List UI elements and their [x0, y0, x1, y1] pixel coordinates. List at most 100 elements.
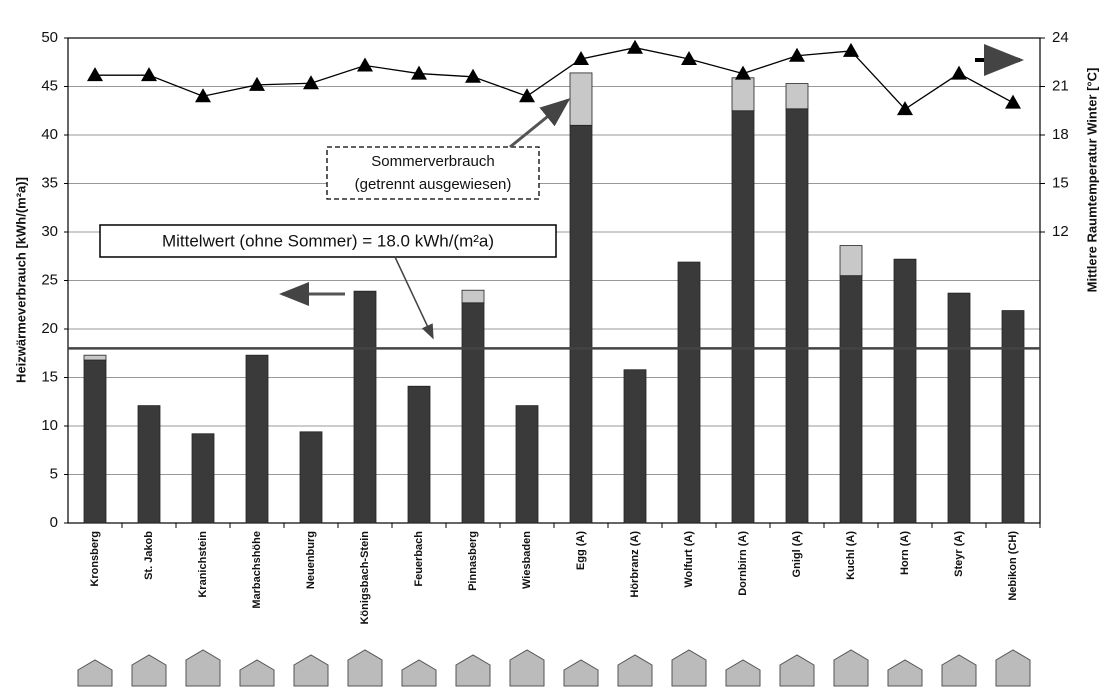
house-icon — [401, 659, 437, 687]
house-icon — [617, 654, 653, 687]
x-tick-label: Kronsberg — [89, 531, 101, 587]
bar — [83, 359, 107, 524]
bar — [947, 292, 971, 524]
bar — [191, 433, 215, 524]
house-icon — [833, 649, 869, 687]
bar — [569, 72, 593, 126]
y-tick-label: 35 — [41, 174, 58, 191]
bar — [677, 261, 701, 524]
x-tick-label: Steyr (A) — [953, 531, 965, 577]
y-axis-label: Heizwärmeverbrauch [kWh/(m²a)] — [13, 177, 28, 383]
y2-axis-label: Mittlere Raumtemperatur Winter [°C] — [1084, 68, 1099, 293]
marker — [897, 101, 913, 116]
x-tick-label: Nebikon (CH) — [1007, 531, 1019, 601]
bar — [731, 77, 755, 112]
marker — [249, 76, 265, 91]
house-icon — [995, 649, 1031, 687]
bar — [515, 405, 539, 524]
x-tick-label: Königsbach-Stein — [359, 531, 371, 625]
y2-tick-label: 12 — [1052, 223, 1069, 240]
house-icons — [77, 649, 1031, 687]
y-tick-label: 15 — [41, 368, 58, 385]
marker — [357, 57, 373, 72]
bar — [353, 290, 377, 524]
marker — [1005, 94, 1021, 109]
marker — [843, 42, 859, 57]
house-icon — [347, 649, 383, 687]
annotation-box — [326, 146, 540, 200]
annotation-arrow — [394, 256, 434, 340]
marker — [195, 88, 211, 103]
x-tick-label: Gnigl (A) — [791, 531, 803, 578]
house-icon — [671, 649, 707, 687]
marker — [951, 65, 967, 80]
house-icon — [131, 654, 167, 687]
y-tick-label: 20 — [41, 320, 58, 337]
x-tick-label: Pinnasberg — [467, 531, 479, 591]
marker — [411, 65, 427, 80]
house-icon — [185, 649, 221, 687]
x-tick-label: Kuchl (A) — [845, 531, 857, 580]
annotation: Sommerverbrauch — [371, 153, 494, 170]
bar — [299, 431, 323, 524]
x-tick-label: Hörbranz (A) — [629, 531, 641, 598]
house-icon — [779, 654, 815, 687]
marker — [573, 51, 589, 66]
annotation-arrow — [509, 98, 571, 149]
y-tick-label: 10 — [41, 417, 58, 434]
x-tick-label: Egg (A) — [575, 531, 587, 570]
house-icon — [563, 659, 599, 687]
x-tick-label: Neuenburg — [305, 531, 317, 589]
house-icon — [887, 659, 923, 687]
y-tick-label: 25 — [41, 271, 58, 288]
x-tick-label: St. Jakob — [143, 531, 155, 580]
bar — [623, 369, 647, 524]
marker — [519, 88, 535, 103]
bar — [893, 258, 917, 524]
marker — [87, 67, 103, 82]
y-tick-label: 5 — [50, 465, 58, 482]
house-icon — [455, 654, 491, 687]
y-tick-label: 45 — [41, 77, 58, 94]
y2-tick-label: 15 — [1052, 174, 1069, 191]
line — [95, 47, 1014, 110]
y-tick-label: 40 — [41, 126, 58, 143]
annotation: Mittelwert (ohne Sommer) = 18.0 kWh/(m²a… — [162, 231, 494, 250]
x-tick-label: Marbachshöhe — [251, 531, 263, 609]
bar — [1001, 310, 1025, 524]
bar — [461, 302, 485, 524]
marker — [789, 47, 805, 62]
house-icon — [239, 659, 275, 687]
marker — [465, 68, 481, 83]
bar — [245, 354, 269, 524]
house-icon — [293, 654, 329, 687]
marker — [735, 65, 751, 80]
x-tick-label: Wiesbaden — [521, 531, 533, 589]
house-icon — [941, 654, 977, 687]
y2-tick-label: 21 — [1052, 77, 1069, 94]
annotation: (getrennt ausgewiesen) — [355, 176, 512, 193]
house-icon — [77, 659, 113, 687]
y2-tick-label: 24 — [1052, 29, 1069, 46]
marker — [303, 75, 319, 90]
x-tick-label: Feuerbach — [413, 531, 425, 587]
x-tick-label: Dornbirn (A) — [737, 531, 749, 596]
bar — [137, 405, 161, 524]
y-tick-label: 30 — [41, 223, 58, 240]
bar — [731, 110, 755, 524]
bar — [785, 83, 809, 110]
bar — [461, 289, 485, 304]
house-icon — [725, 659, 761, 687]
bar — [839, 275, 863, 524]
bar — [785, 108, 809, 524]
x-tick-label: Kranichstein — [197, 531, 209, 598]
marker — [141, 67, 157, 82]
bar — [407, 385, 431, 524]
marker — [627, 39, 643, 54]
y-tick-label: 50 — [41, 29, 58, 46]
bar — [839, 245, 863, 277]
bar — [83, 354, 107, 361]
x-tick-label: Horn (A) — [899, 531, 911, 575]
house-icon — [509, 649, 545, 687]
